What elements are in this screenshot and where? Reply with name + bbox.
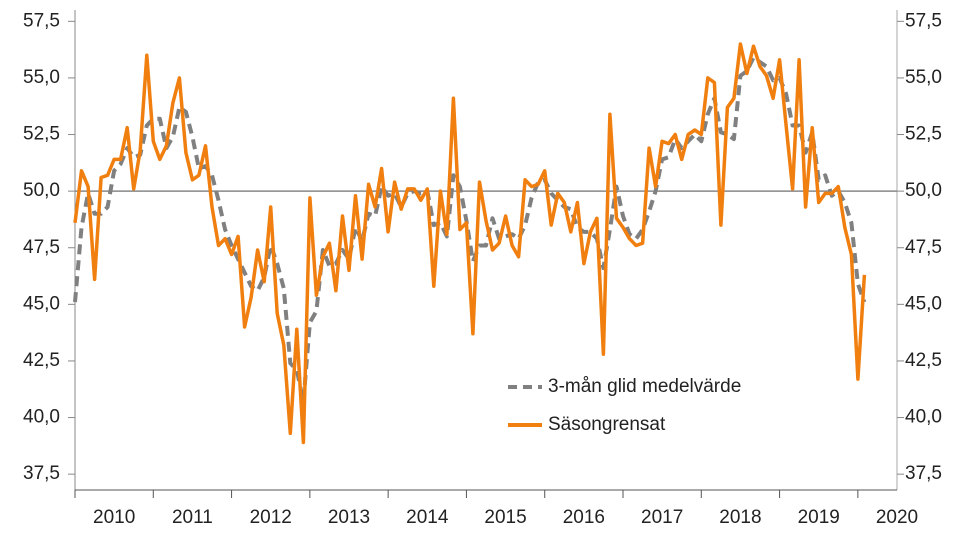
y-tick-label: 45,0 [23,293,60,314]
x-tick-label: 2012 [250,507,292,528]
legend-label: 3-mån glid medelvärde [548,376,741,397]
y2-tick-label: 47,5 [905,237,942,258]
y-tick-label: 40,0 [23,407,60,428]
x-tick-label: 2010 [93,507,135,528]
x-tick-label: 2011 [172,507,213,528]
y-tick-label: 55,0 [23,67,60,88]
x-tick-label: 2018 [719,507,761,528]
series-line [73,55,867,404]
series-line [73,42,867,445]
legend-label: Säsongrensat [548,414,666,435]
x-tick-label: 2019 [798,507,840,528]
x-tick-label: 2015 [484,507,526,528]
y-tick-label: 57,5 [23,10,60,31]
y-tick-label: 50,0 [23,180,60,201]
y2-tick-label: 45,0 [905,293,942,314]
y2-tick-label: 50,0 [905,180,942,201]
y2-tick-label: 52,5 [905,124,942,145]
legend: 3-mån glid medelvärde Säsongrensat [508,376,741,435]
y-tick-label: 47,5 [23,237,60,258]
y2-tick-label: 42,5 [905,350,942,371]
x-tick-label: 2020 [876,507,918,528]
y-tick-label: 42,5 [23,350,60,371]
y2-tick-label: 40,0 [905,407,942,428]
y-tick-label: 37,5 [23,463,60,484]
y2-tick-label: 55,0 [905,67,942,88]
x-tick-label: 2017 [641,507,683,528]
y2-tick-label: 37,5 [905,463,942,484]
y-tick-label: 52,5 [23,124,60,145]
y2-tick-label: 57,5 [905,10,942,31]
x-tick-label: 2016 [563,507,605,528]
x-tick-label: 2014 [406,507,449,528]
x-tick-label: 2013 [328,507,370,528]
